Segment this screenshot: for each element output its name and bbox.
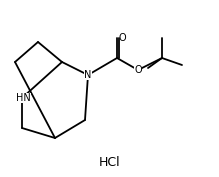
Text: HN: HN: [16, 93, 30, 103]
Text: N: N: [84, 70, 92, 80]
Text: O: O: [134, 65, 142, 75]
Text: HCl: HCl: [99, 156, 121, 170]
Text: O: O: [118, 33, 126, 43]
